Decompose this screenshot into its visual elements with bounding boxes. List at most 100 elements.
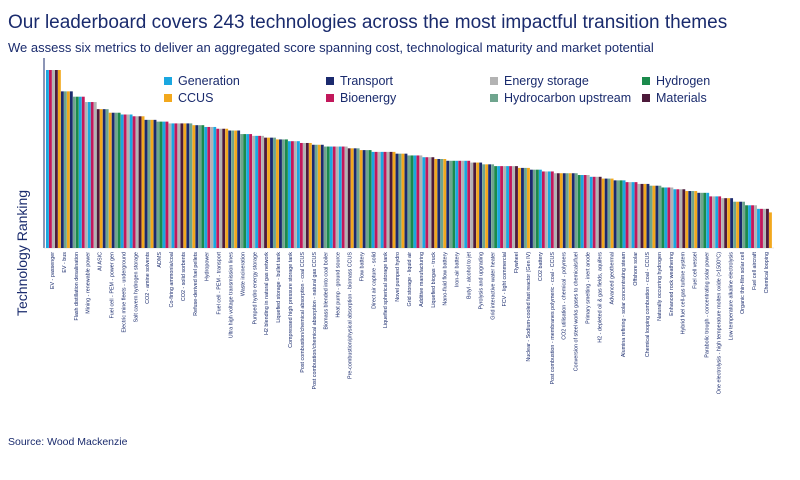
x-tick-label: Grid interactive water heater <box>490 252 496 320</box>
x-tick-label: Heat pump - ground source <box>336 252 342 318</box>
bar <box>598 176 602 248</box>
bar <box>709 196 713 248</box>
bar <box>661 187 665 248</box>
bar <box>240 134 244 248</box>
bar <box>299 142 303 248</box>
bar <box>515 166 518 248</box>
bar <box>129 114 133 248</box>
bar <box>703 192 707 248</box>
bar <box>156 121 160 248</box>
x-tick-label: CO2 utilisation - chemical - polymers <box>562 252 568 340</box>
legend-swatch <box>490 94 498 102</box>
bar <box>246 134 250 248</box>
bar <box>607 178 611 248</box>
legend-label: Energy storage <box>504 74 589 88</box>
x-tick-label: Co-firing ammonia/coal <box>169 252 175 307</box>
bar <box>380 151 384 248</box>
bar <box>428 157 432 248</box>
bar <box>592 176 596 248</box>
bar <box>171 123 175 248</box>
bar <box>589 176 593 248</box>
bar <box>748 205 751 248</box>
bar <box>347 148 351 248</box>
bar <box>715 196 719 248</box>
bar <box>392 151 396 248</box>
bar <box>317 144 321 248</box>
bar <box>440 159 444 248</box>
bar <box>219 128 223 248</box>
x-tick-label: Fuel cell - PEM - power gen <box>110 252 116 319</box>
bar <box>640 183 644 248</box>
bar <box>225 128 229 248</box>
bar <box>72 96 76 248</box>
bar <box>739 201 743 248</box>
bar <box>422 157 426 248</box>
bar <box>568 173 572 248</box>
x-tick-label: Liquefied spherical storage tank <box>383 252 389 328</box>
bar <box>368 150 372 248</box>
x-tick-label: One electrolysis - high temperature molt… <box>716 252 722 394</box>
bar <box>204 126 208 248</box>
bar <box>425 157 429 248</box>
bar <box>99 109 103 248</box>
bar <box>389 151 393 248</box>
x-tick-label: Chemical looping <box>764 252 770 293</box>
bar <box>754 205 757 248</box>
bar <box>46 70 49 248</box>
bar <box>75 96 79 248</box>
bar <box>314 144 318 248</box>
bar <box>535 169 539 248</box>
x-tick-label: Flow battery <box>359 252 365 282</box>
bar <box>622 180 626 248</box>
bar <box>93 102 97 248</box>
bar <box>159 121 163 248</box>
x-tick-label: Organic thin-film solar cell <box>740 252 746 314</box>
legend-swatch <box>164 77 172 85</box>
x-tick-label: Alumina refining - solar concentrating s… <box>621 251 627 357</box>
bar <box>81 96 85 248</box>
x-tick-label: Flywheel <box>514 252 520 273</box>
bar <box>276 139 279 248</box>
bar <box>323 146 327 248</box>
bar <box>290 141 294 248</box>
x-tick-label: Offshore solar <box>633 252 639 286</box>
legend-label: CCUS <box>178 91 214 105</box>
bar <box>473 162 477 248</box>
x-tick-label: Conversion of steel works gases to chemi… <box>574 252 580 371</box>
x-tick-label: Grid storage - liquid air <box>407 252 413 307</box>
chart-title: Our leaderboard covers 243 technologies … <box>8 12 728 33</box>
bar <box>637 183 641 248</box>
x-tick-label: Hydropower <box>205 252 211 281</box>
bar <box>452 160 456 248</box>
bar <box>365 150 369 248</box>
bar <box>66 91 70 248</box>
bar <box>195 125 199 248</box>
bar <box>455 160 459 248</box>
bar <box>583 175 587 248</box>
bar <box>293 141 297 248</box>
bar <box>329 146 333 248</box>
bar <box>150 119 154 248</box>
bar <box>302 142 306 248</box>
chart-subtitle: We assess six metrics to deliver an aggr… <box>8 40 654 55</box>
bar <box>261 135 264 248</box>
x-tick-label: CO2 - solid sorbents <box>181 252 187 301</box>
bar <box>631 182 635 248</box>
legend-item-materials: Materials <box>642 91 707 105</box>
bar <box>356 148 360 248</box>
bar <box>105 109 109 248</box>
bar <box>625 182 629 248</box>
bar <box>530 169 533 248</box>
bar <box>694 191 698 248</box>
bar <box>601 178 605 248</box>
bar <box>362 150 366 248</box>
bar <box>183 123 187 248</box>
bar <box>51 70 55 248</box>
bar <box>580 175 584 248</box>
bar <box>222 128 226 248</box>
bar <box>63 91 67 248</box>
bar <box>332 146 336 248</box>
x-tick-label: Fuel cell - PEM - transport <box>217 251 223 314</box>
x-tick-label: Compressed high pressure storage tank <box>288 252 294 348</box>
